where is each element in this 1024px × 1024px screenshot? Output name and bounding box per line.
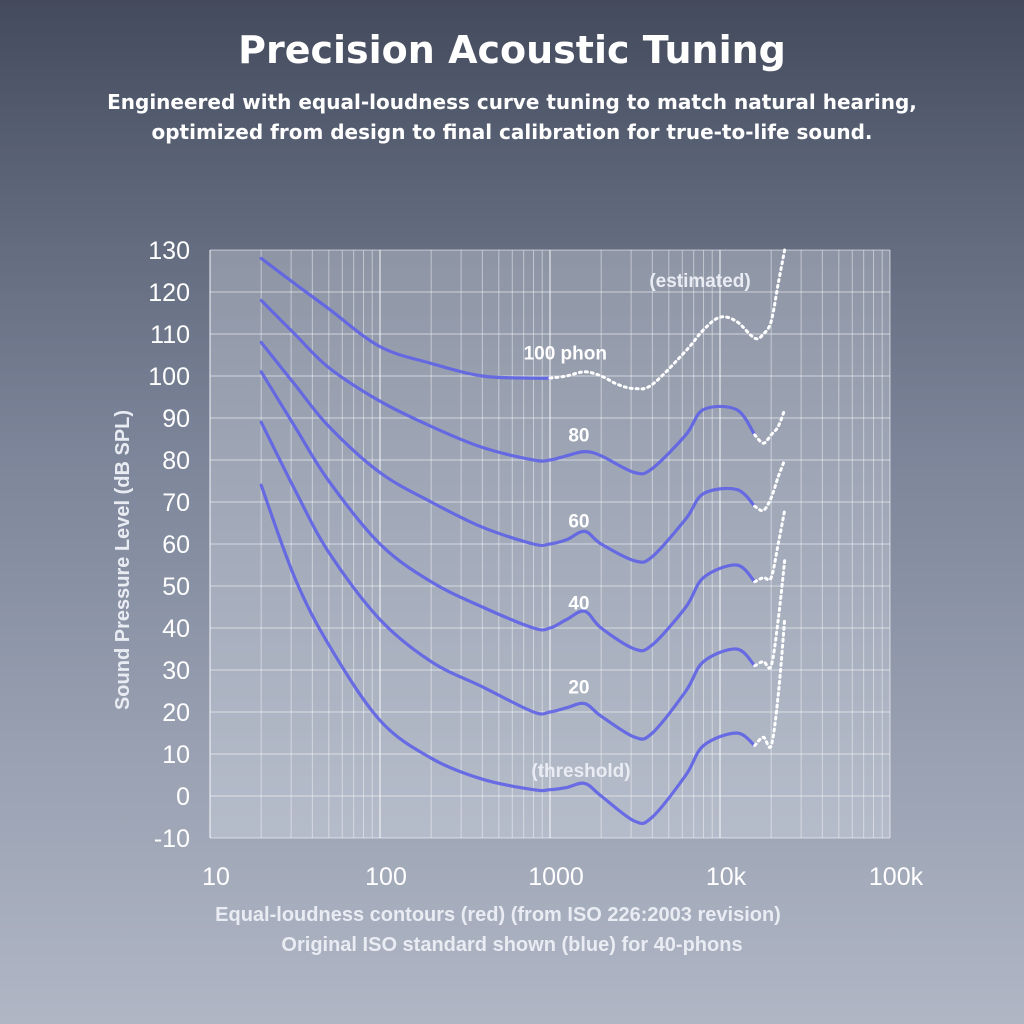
contour-estimated-line	[753, 458, 787, 513]
contour-line	[259, 483, 757, 826]
contour-line	[259, 420, 757, 741]
x-tick-label: 1000	[528, 863, 584, 891]
curve-label: 80	[568, 426, 589, 447]
y-tick-label: 0	[176, 783, 190, 811]
contour-estimated-line	[753, 408, 787, 445]
curves-group	[259, 256, 757, 826]
y-tick-label: 10	[162, 741, 190, 769]
x-tick-label: 100	[365, 863, 407, 891]
y-tick-label: 20	[162, 699, 190, 727]
contour-line	[259, 256, 552, 380]
contour-line	[259, 340, 757, 564]
y-tick-label: 110	[150, 321, 190, 349]
curve-label: 20	[568, 678, 589, 699]
grid-lines	[209, 249, 891, 839]
contour-estimated-line	[753, 618, 787, 749]
estimated-annotation: (estimated)	[649, 271, 750, 292]
y-tick-label: 60	[162, 531, 190, 559]
y-tick-label: 100	[148, 363, 190, 391]
contour-line	[259, 370, 757, 653]
page-subtitle-line-2: optimized from design to final calibrati…	[151, 120, 873, 144]
y-tick-label: 130	[148, 237, 190, 265]
contour-estimated-line	[753, 559, 787, 670]
contour-line	[259, 298, 757, 476]
y-tick-label: 50	[162, 573, 190, 601]
contour-estimated-line	[753, 508, 787, 584]
x-tick-label: 10	[202, 863, 230, 891]
x-tick-label: 100k	[869, 863, 924, 891]
y-tick-labels: -10 0 10 20 30 40 50 60 70 80 90 100 110 120 130	[148, 237, 190, 853]
curve-label: 60	[568, 512, 589, 533]
y-axis-title: Sound Pressure Level (dB SPL)	[112, 410, 134, 710]
y-tick-label: 80	[162, 447, 190, 475]
x-tick-labels: 10 100 1000 10k 100k	[202, 863, 924, 891]
x-tick-label: 10k	[706, 863, 747, 891]
chart-caption-line-2: Original ISO standard shown (blue) for 4…	[281, 934, 742, 956]
y-tick-label: 40	[162, 615, 190, 643]
curve-label: 40	[568, 594, 589, 615]
estimated-curves-group	[548, 248, 787, 749]
y-tick-label: -10	[154, 825, 190, 853]
curve-label: 100 phon	[524, 344, 607, 365]
curve-labels: 20 40 60 80 100 phon	[524, 344, 607, 699]
page-title: Precision Acoustic Tuning	[238, 28, 786, 72]
y-tick-label: 70	[162, 489, 190, 517]
page-subtitle-line-1: Engineered with equal-loudness curve tun…	[107, 90, 917, 114]
y-tick-label: 120	[148, 279, 190, 307]
contour-estimated-line	[548, 248, 787, 391]
y-tick-label: 90	[162, 405, 190, 433]
chart-caption-line-1: Equal-loudness contours (red) (from ISO …	[215, 904, 781, 926]
y-tick-label: 30	[162, 657, 190, 685]
threshold-annotation: (threshold)	[531, 761, 630, 782]
